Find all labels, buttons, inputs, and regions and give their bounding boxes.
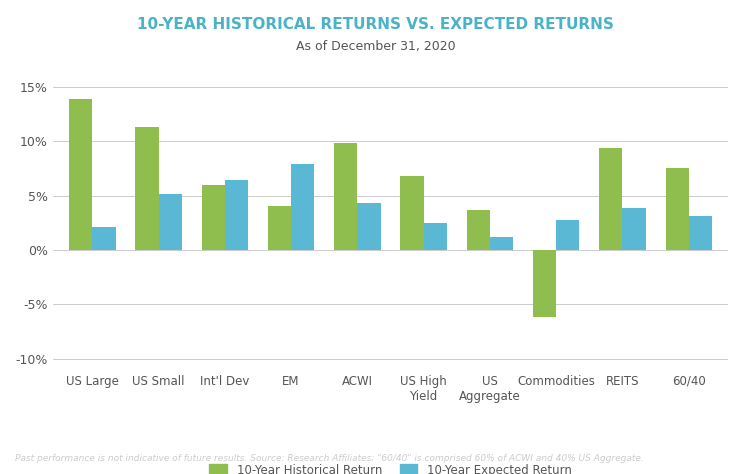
Bar [92, 227, 116, 250]
Bar [533, 250, 556, 318]
Legend: 10-Year Historical Return, 10-Year Expected Return: 10-Year Historical Return, 10-Year Expec… [205, 459, 576, 474]
Bar [424, 223, 447, 250]
Bar [334, 143, 357, 250]
Bar [400, 176, 424, 250]
Bar [599, 148, 623, 250]
Text: 10-YEAR HISTORICAL RETURNS VS. EXPECTED RETURNS: 10-YEAR HISTORICAL RETURNS VS. EXPECTED … [137, 17, 614, 32]
Bar [158, 194, 182, 250]
Bar [268, 207, 291, 250]
Text: Past performance is not indicative of future results. Source: Research Affiliate: Past performance is not indicative of fu… [15, 454, 644, 463]
Bar [466, 210, 490, 250]
Bar [357, 203, 381, 250]
Bar [490, 237, 513, 250]
Bar [202, 185, 225, 250]
Text: As of December 31, 2020: As of December 31, 2020 [296, 40, 455, 53]
Bar [689, 216, 712, 250]
Bar [556, 219, 579, 250]
Bar [665, 168, 689, 250]
Bar [135, 127, 158, 250]
Bar [291, 164, 315, 250]
Bar [225, 180, 248, 250]
Bar [623, 208, 646, 250]
Bar [69, 99, 92, 250]
